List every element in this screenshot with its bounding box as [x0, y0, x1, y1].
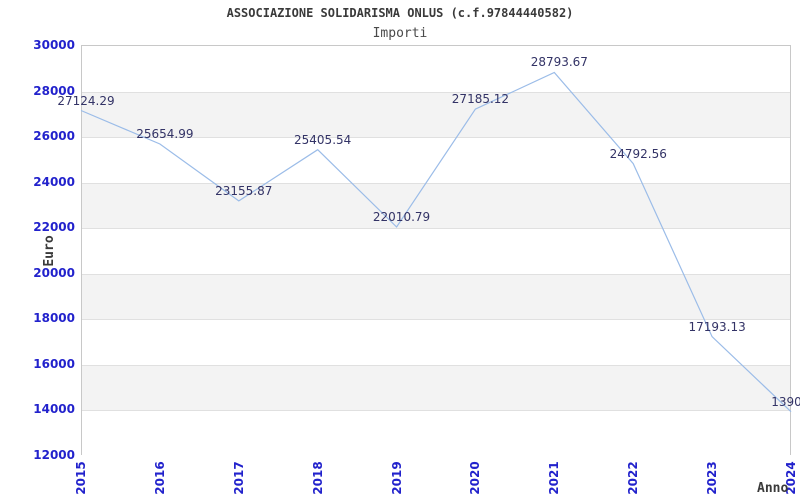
data-point-label: 17193.13 [688, 319, 746, 334]
data-point-label: 23155.87 [215, 183, 273, 198]
y-axis-title: Euro [42, 235, 57, 267]
data-point-label: 24792.56 [609, 146, 667, 161]
grid-band [82, 137, 790, 183]
data-point-label: 28793.67 [530, 55, 588, 70]
y-tick-label: 22000 [33, 220, 75, 235]
x-tick-label: 2018 [310, 461, 325, 495]
data-point-label: 25405.54 [294, 132, 352, 147]
y-tick-label: 20000 [33, 265, 75, 280]
chart-subtitle: Importi [372, 26, 428, 41]
grid-band [82, 410, 790, 456]
x-tick-label: 2020 [468, 461, 483, 495]
data-point-label: 27124.29 [57, 93, 115, 108]
data-point-label: 13903.1 [771, 394, 800, 409]
x-tick-label: 2022 [626, 461, 641, 495]
y-tick-label: 14000 [33, 402, 75, 417]
y-tick-label: 28000 [33, 83, 75, 98]
data-point-label: 27185.12 [451, 92, 510, 107]
grid-band [82, 364, 790, 411]
x-tick-label: 2016 [152, 461, 167, 495]
x-tick-label: 2021 [547, 461, 562, 495]
grid-band [82, 228, 790, 274]
grid-band [82, 46, 790, 92]
data-point-label: 25654.99 [136, 126, 194, 141]
y-tick-label: 30000 [33, 38, 75, 52]
x-axis-title: Anno [757, 481, 789, 496]
y-tick-label: 16000 [33, 356, 75, 371]
x-tick-label: 2019 [389, 461, 404, 495]
chart-title: ASSOCIAZIONE SOLIDARISMA ONLUS (c.f.9784… [226, 6, 574, 20]
x-tick-label: 2023 [705, 461, 720, 495]
y-tick-label: 26000 [33, 129, 75, 144]
y-tick-label: 24000 [33, 174, 75, 189]
plot-area [81, 45, 791, 456]
y-tick-label: 18000 [33, 311, 75, 326]
y-tick-label: 12000 [33, 448, 75, 462]
data-point-label: 22010.79 [372, 209, 431, 224]
x-tick-label: 2015 [74, 461, 88, 495]
grid-band [82, 273, 790, 320]
x-tick-label: 2017 [231, 461, 246, 495]
